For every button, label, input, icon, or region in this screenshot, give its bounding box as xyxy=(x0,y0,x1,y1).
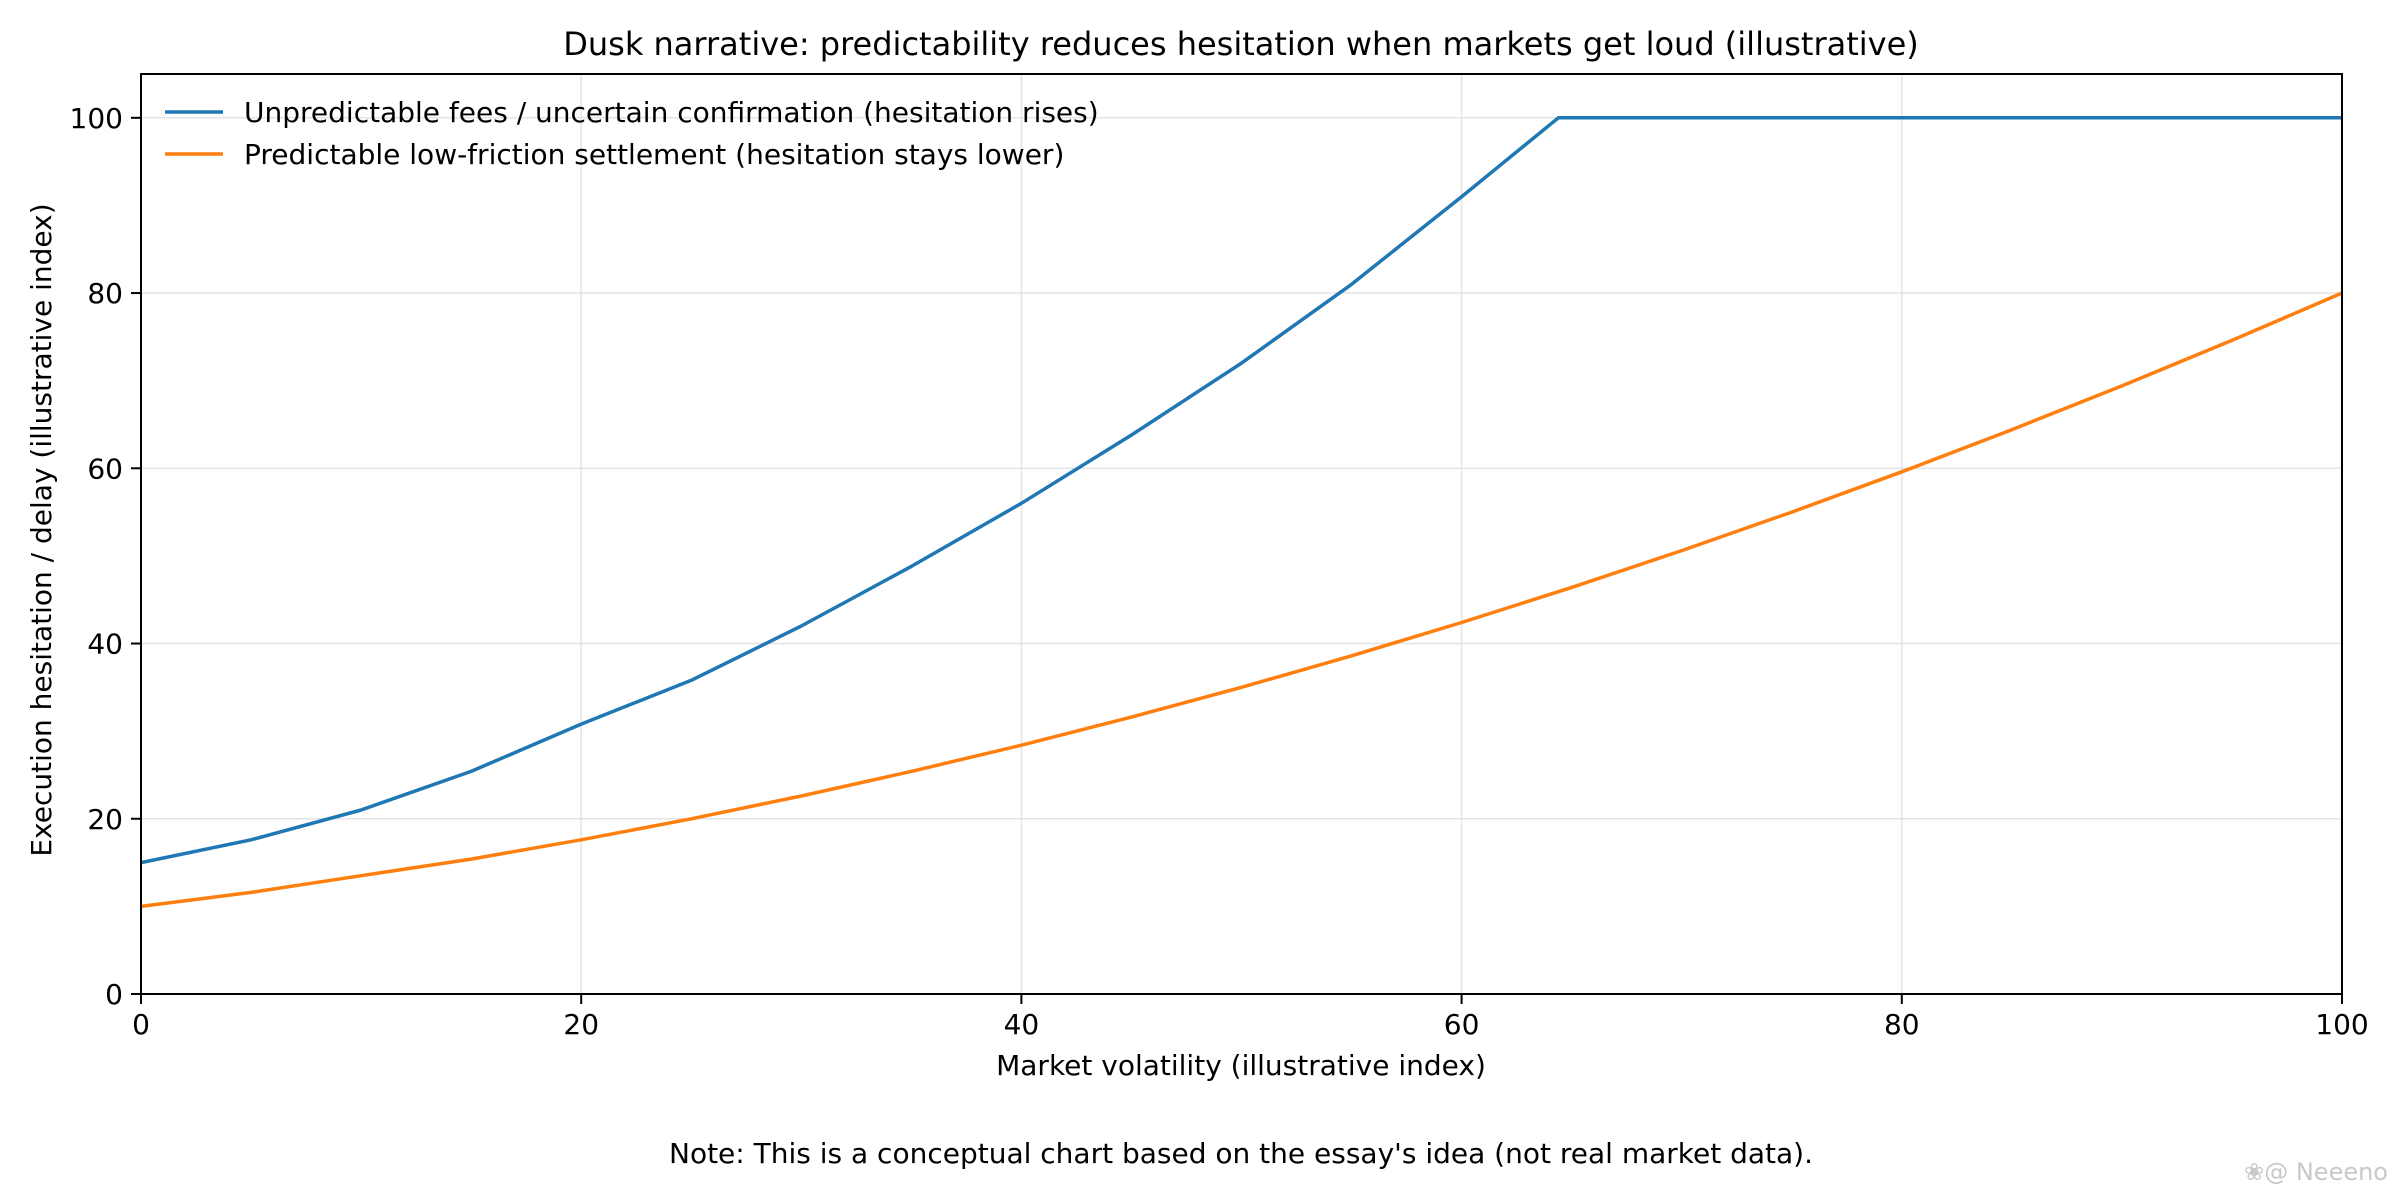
watermark: ❀@ Neeeno xyxy=(2244,1158,2388,1186)
series-line-2 xyxy=(140,291,2343,909)
legend-label-2: Predictable low-friction settlement (hes… xyxy=(244,138,1064,171)
plot-frame xyxy=(140,73,2343,995)
x-tick-label: 40 xyxy=(1004,1008,1040,1041)
x-tick-label: 60 xyxy=(1444,1008,1480,1041)
x-tick-label: 20 xyxy=(563,1008,599,1041)
legend: Unpredictable fees / uncertain confirmat… xyxy=(165,96,1099,171)
y-tick-label: 0 xyxy=(105,978,123,1011)
legend-label-1: Unpredictable fees / uncertain confirmat… xyxy=(244,96,1099,129)
x-tick-label: 100 xyxy=(2315,1008,2368,1041)
y-axis-label: Execution hesitation / delay (illustrati… xyxy=(25,203,58,856)
y-tick-label: 40 xyxy=(87,628,123,661)
axis-ticks: 0 20 40 60 80 100 0 20 40 60 80 100 xyxy=(70,102,2369,1041)
y-tick-label: 20 xyxy=(87,803,123,836)
x-axis-label: Market volatility (illustrative index) xyxy=(996,1049,1486,1082)
chart-note: Note: This is a conceptual chart based o… xyxy=(669,1137,1813,1170)
chart-title: Dusk narrative: predictability reduces h… xyxy=(563,25,1919,63)
series-lines xyxy=(140,116,2343,909)
grid-lines xyxy=(140,74,2343,995)
y-tick-label: 60 xyxy=(87,452,123,485)
x-tick-label: 80 xyxy=(1884,1008,1920,1041)
y-tick-label: 100 xyxy=(70,102,123,135)
y-tick-label: 80 xyxy=(87,277,123,310)
series-line-1 xyxy=(140,116,2342,865)
x-tick-label: 0 xyxy=(132,1008,150,1041)
